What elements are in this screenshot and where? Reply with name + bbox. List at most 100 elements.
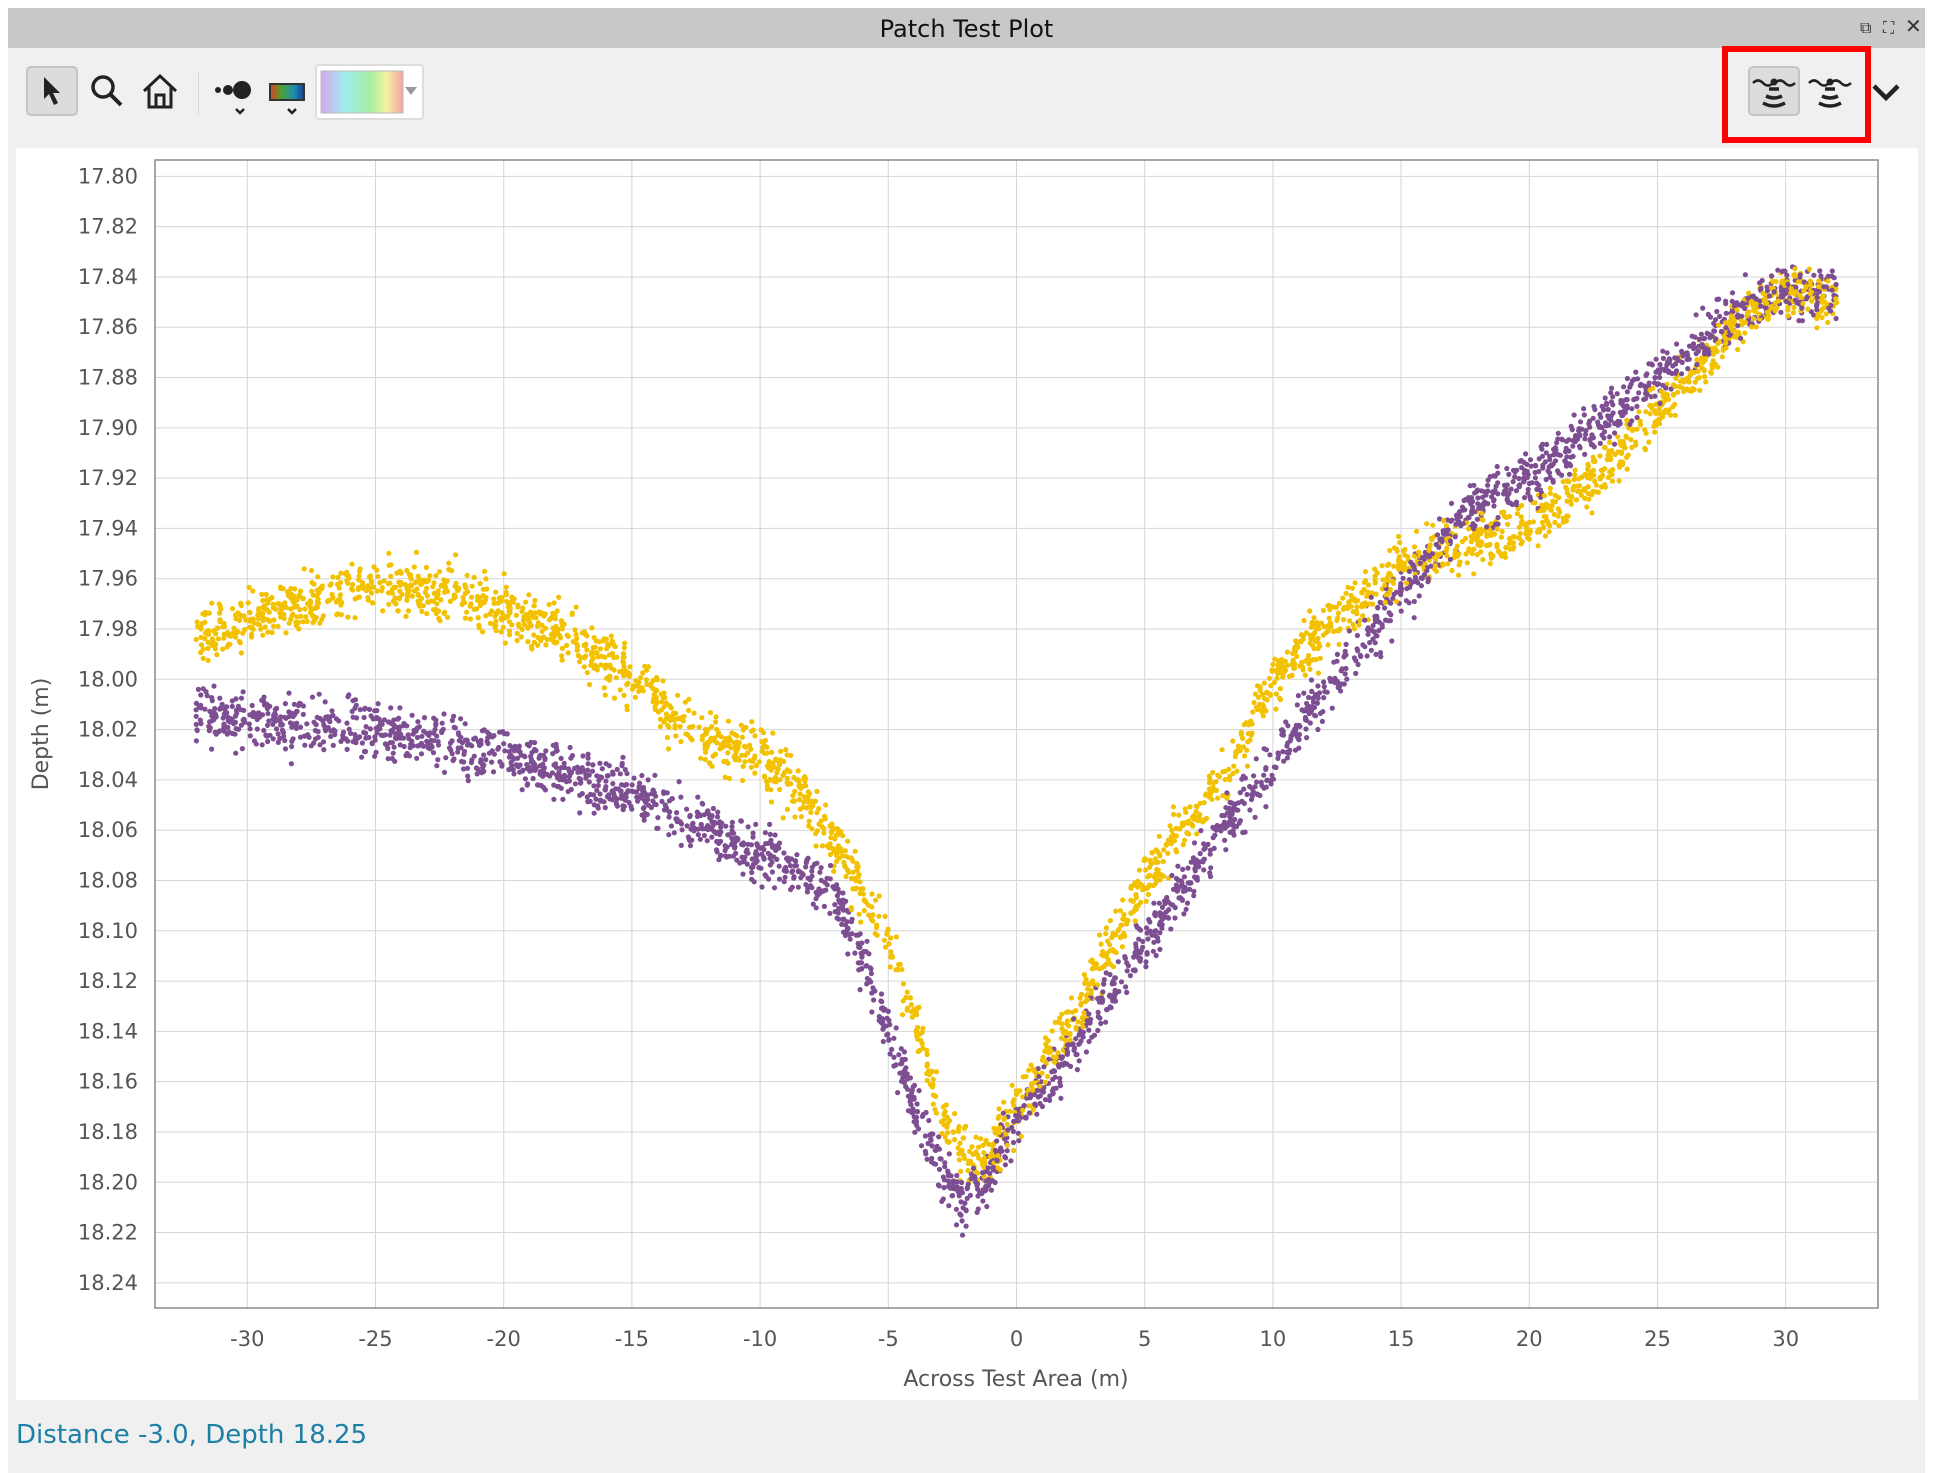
data-point-series-1 [1220, 769, 1226, 775]
restore-icon[interactable]: ⧉ [1860, 18, 1872, 37]
data-point-series-1 [1347, 618, 1353, 624]
data-point-series-1 [1219, 747, 1225, 753]
data-point-series-1 [802, 774, 808, 780]
data-point-series-1 [1449, 567, 1455, 574]
fullscreen-icon[interactable]: ⛶ [1883, 18, 1895, 37]
color-palette-dropdown[interactable] [315, 64, 424, 120]
data-point-series-0 [1516, 476, 1522, 482]
data-point-series-1 [1234, 768, 1240, 774]
data-point-series-0 [1315, 683, 1321, 689]
sonar-mode-button-active[interactable] [1748, 66, 1800, 116]
data-point-series-1 [461, 598, 467, 605]
data-point-series-0 [1495, 480, 1501, 486]
data-point-series-1 [981, 1164, 987, 1170]
data-point-series-0 [910, 1106, 916, 1112]
sonar-mode-button[interactable] [1804, 66, 1856, 116]
point-size-button[interactable] [210, 70, 258, 120]
data-point-series-1 [772, 774, 779, 780]
data-point-series-1 [1515, 506, 1521, 512]
data-point-series-0 [328, 733, 334, 740]
data-point-series-0 [1624, 389, 1630, 395]
data-point-series-0 [629, 782, 635, 788]
data-point-series-1 [806, 818, 812, 824]
data-point-series-0 [701, 832, 708, 839]
data-point-series-0 [1253, 756, 1259, 762]
data-point-series-1 [621, 645, 628, 651]
more-options-button[interactable] [1866, 74, 1906, 110]
data-point-series-0 [1544, 441, 1550, 447]
data-point-series-1 [487, 611, 493, 617]
data-point-series-0 [1490, 489, 1496, 495]
data-point-series-0 [1484, 524, 1490, 530]
data-point-series-0 [1495, 514, 1501, 521]
data-point-series-1 [559, 622, 565, 628]
data-point-series-0 [461, 748, 468, 755]
data-point-series-0 [928, 1136, 934, 1142]
data-point-series-0 [1161, 911, 1167, 917]
close-icon[interactable]: ✕ [1905, 14, 1922, 38]
data-point-series-1 [908, 1002, 914, 1008]
data-point-series-0 [443, 755, 449, 761]
data-point-series-0 [884, 1032, 890, 1038]
data-point-series-1 [638, 675, 644, 681]
data-point-series-1 [766, 778, 772, 784]
data-point-series-0 [1201, 856, 1207, 863]
data-point-series-0 [1341, 681, 1347, 687]
data-point-series-1 [827, 841, 833, 847]
data-point-series-0 [561, 760, 567, 767]
data-point-series-0 [428, 737, 434, 743]
data-point-series-0 [709, 834, 715, 840]
data-point-series-1 [661, 704, 667, 710]
home-button[interactable] [136, 66, 184, 116]
data-point-series-1 [1231, 763, 1237, 769]
data-point-series-0 [676, 779, 682, 785]
data-point-series-0 [265, 738, 271, 745]
data-point-series-0 [1156, 900, 1162, 906]
data-point-series-0 [465, 773, 471, 779]
data-point-series-0 [448, 747, 454, 753]
zoom-tool-button[interactable] [84, 66, 130, 116]
color-ramp-button[interactable] [264, 70, 312, 120]
data-point-series-0 [772, 832, 778, 838]
data-point-series-0 [1201, 846, 1207, 852]
data-point-series-0 [580, 753, 586, 759]
data-point-series-0 [270, 736, 276, 742]
data-point-series-0 [529, 767, 535, 773]
data-point-series-1 [640, 670, 646, 676]
data-point-series-1 [823, 802, 829, 808]
data-point-series-1 [1057, 1015, 1063, 1022]
data-point-series-0 [1241, 786, 1247, 792]
data-point-series-0 [551, 796, 557, 802]
data-point-series-1 [598, 653, 605, 659]
data-point-series-0 [485, 740, 491, 747]
data-point-series-0 [1611, 441, 1618, 447]
data-point-series-1 [1315, 670, 1321, 676]
data-point-series-0 [623, 794, 629, 800]
data-point-series-0 [734, 857, 740, 863]
data-point-series-1 [1477, 542, 1483, 549]
data-point-series-1 [707, 710, 714, 716]
data-point-series-0 [1375, 605, 1381, 611]
select-tool-button[interactable] [26, 66, 78, 116]
data-point-series-1 [1186, 831, 1192, 837]
data-point-series-0 [1295, 693, 1301, 699]
data-point-series-0 [902, 1067, 908, 1073]
data-point-series-1 [1266, 675, 1272, 681]
data-point-series-1 [661, 719, 667, 725]
data-point-series-0 [1162, 900, 1168, 907]
data-point-series-0 [261, 702, 268, 708]
data-point-series-1 [900, 998, 906, 1004]
data-point-series-0 [1080, 1029, 1086, 1035]
data-point-series-0 [1406, 577, 1412, 583]
data-point-series-1 [1491, 531, 1498, 537]
data-point-series-1 [232, 612, 239, 618]
data-point-series-0 [839, 921, 845, 928]
data-point-series-0 [522, 776, 529, 782]
data-point-series-1 [650, 699, 656, 705]
data-point-series-0 [551, 782, 557, 788]
data-point-series-0 [593, 796, 599, 802]
data-point-series-1 [843, 873, 849, 880]
data-point-series-1 [1353, 598, 1359, 604]
data-point-series-0 [1309, 704, 1315, 710]
